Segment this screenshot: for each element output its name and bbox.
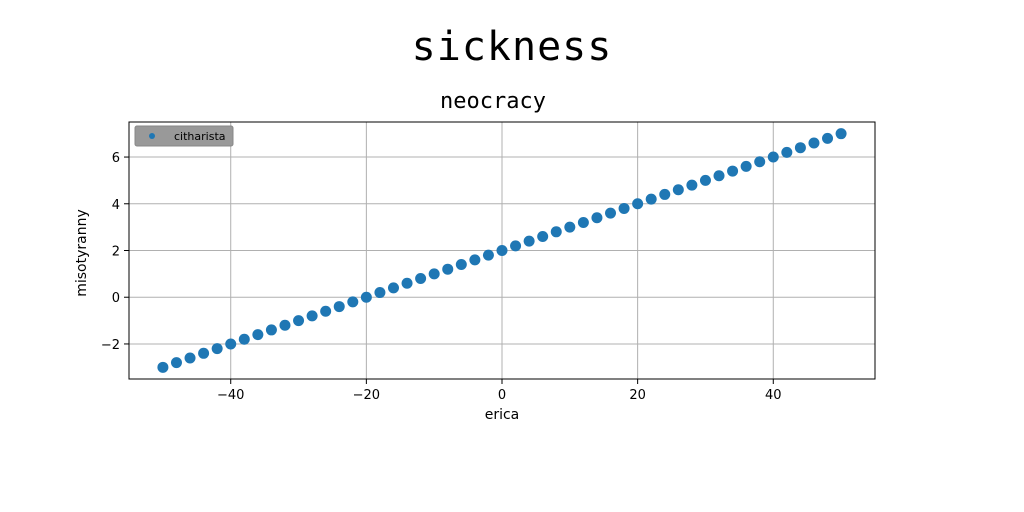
scatter-point xyxy=(659,188,671,200)
y-tick-label: 0 xyxy=(112,291,120,306)
scatter-point xyxy=(727,165,739,177)
y-tick-label: 6 xyxy=(112,151,120,166)
figure-suptitle: sickness xyxy=(411,24,613,70)
x-tick-label: 20 xyxy=(629,388,646,403)
y-tick-label: 4 xyxy=(112,198,120,213)
x-tick-label: 0 xyxy=(498,388,506,403)
scatter-point xyxy=(605,207,617,219)
scatter-point xyxy=(754,156,766,168)
scatter-point xyxy=(781,146,793,158)
scatter-point xyxy=(686,179,698,191)
x-axis-label: erica xyxy=(485,407,520,423)
scatter-point xyxy=(510,240,522,252)
scatter-point xyxy=(225,338,237,350)
scatter-point xyxy=(320,305,332,317)
scatter-point xyxy=(170,357,182,369)
scatter-point xyxy=(645,193,657,205)
scatter-point xyxy=(374,287,386,299)
x-tick-label: −40 xyxy=(217,388,244,403)
scatter-point xyxy=(794,142,806,154)
scatter-point xyxy=(455,259,467,271)
y-axis-label: misotyranny xyxy=(74,209,90,297)
points-layer xyxy=(157,128,847,373)
legend-box xyxy=(134,125,234,147)
scatter-point xyxy=(333,301,345,313)
scatter-point xyxy=(279,319,291,331)
scatter-point xyxy=(632,198,644,210)
legend: citharista xyxy=(134,125,234,147)
scatter-point xyxy=(523,235,535,247)
scatter-point xyxy=(713,170,725,182)
x-tick-label: 40 xyxy=(765,388,782,403)
scatter-point xyxy=(347,296,359,308)
scatter-point xyxy=(306,310,318,322)
y-tick-label: 2 xyxy=(112,245,120,260)
scatter-point xyxy=(428,268,440,280)
scatter-point xyxy=(469,254,481,266)
scatter-point xyxy=(293,315,305,327)
scatter-point xyxy=(537,230,549,242)
legend-marker xyxy=(149,133,155,139)
scatter-point xyxy=(211,343,223,355)
scatter-point xyxy=(835,128,847,140)
scatter-point xyxy=(591,212,603,224)
scatter-point xyxy=(618,202,630,214)
scatter-point xyxy=(740,160,752,172)
scatter-point xyxy=(387,282,399,294)
scatter-point xyxy=(198,347,210,359)
scatter-point xyxy=(577,216,589,228)
legend-label: citharista xyxy=(174,130,226,143)
scatter-point xyxy=(822,132,834,144)
scatter-point xyxy=(157,361,169,373)
scatter-point xyxy=(808,137,820,149)
scatter-point xyxy=(265,324,277,336)
scatter-point xyxy=(184,352,196,364)
scatter-point xyxy=(550,226,562,238)
scatter-point xyxy=(415,273,427,285)
scatter-point xyxy=(564,221,576,233)
scatter-point xyxy=(401,277,413,289)
scatter-point xyxy=(238,333,250,345)
scatter-point xyxy=(496,245,508,256)
scatter-point xyxy=(360,291,372,303)
x-tick-label: −20 xyxy=(353,388,380,403)
scatter-point xyxy=(767,151,779,163)
y-tick-label: −2 xyxy=(101,338,120,353)
scatter-point xyxy=(252,329,264,341)
chart-title: neocracy xyxy=(440,89,546,114)
scatter-point xyxy=(482,249,494,261)
scatter-point xyxy=(442,263,454,275)
scatter-point xyxy=(672,184,684,196)
scatter-point xyxy=(699,174,711,186)
